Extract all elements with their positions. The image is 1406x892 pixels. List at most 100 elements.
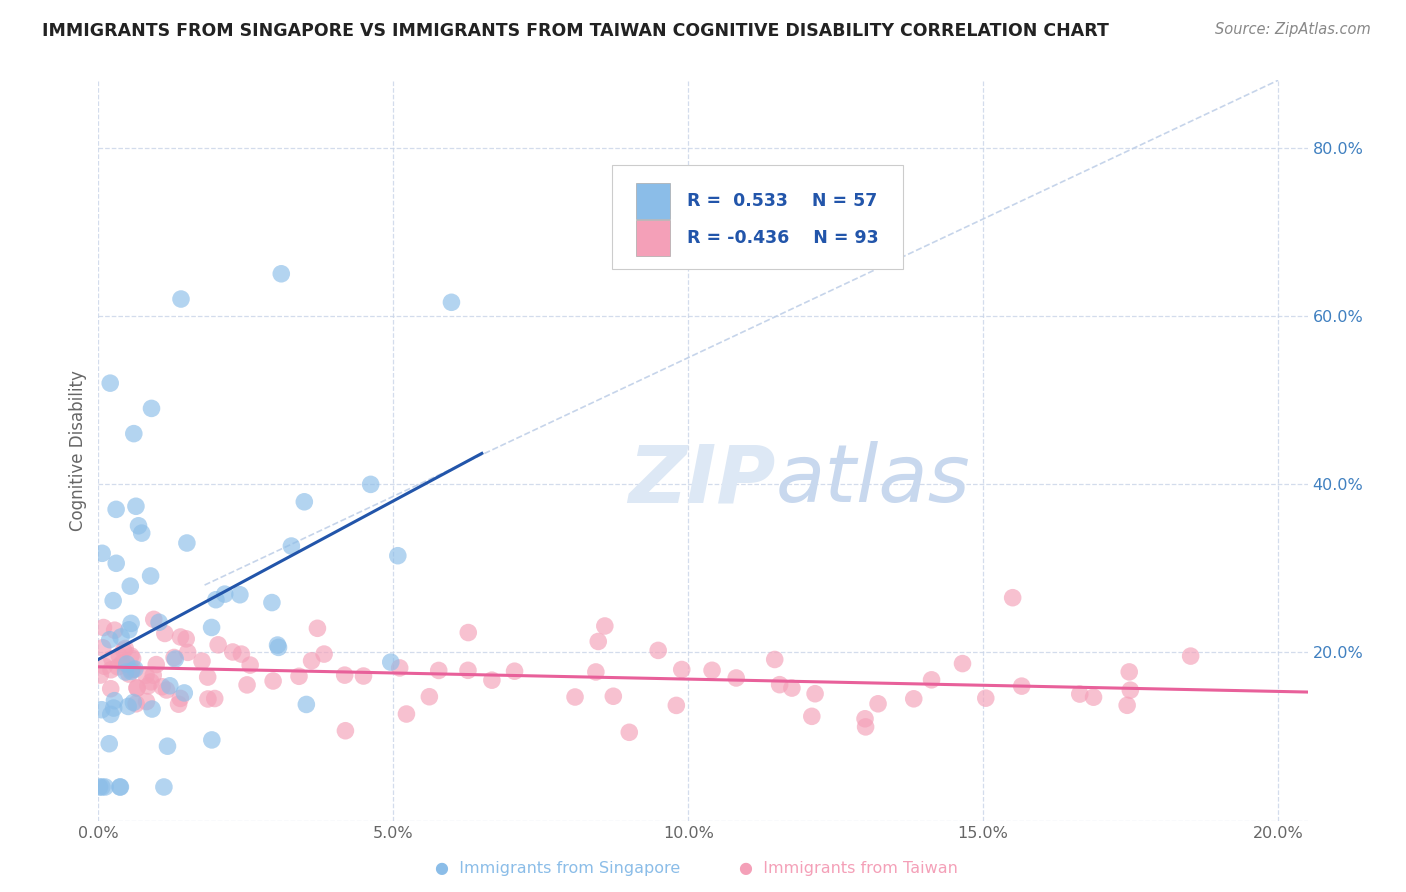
Point: [314, 647, 336, 661]
Point: [780, 681, 803, 695]
Text: Source: ZipAtlas.com: Source: ZipAtlas.com: [1215, 22, 1371, 37]
Point: [93, 621, 115, 635]
Point: [236, 678, 259, 692]
Point: [118, 667, 141, 681]
Point: [427, 664, 450, 678]
Point: [101, 593, 124, 607]
Point: [112, 643, 135, 657]
Point: [122, 426, 145, 441]
Point: [262, 673, 284, 688]
Point: [141, 702, 163, 716]
Point: [163, 650, 186, 665]
Point: [120, 663, 142, 677]
Point: [200, 620, 222, 634]
Point: [1180, 649, 1202, 664]
Point: [239, 658, 262, 673]
Point: [204, 691, 226, 706]
Point: [153, 626, 176, 640]
Point: [388, 661, 411, 675]
Point: [100, 663, 122, 677]
Point: [1119, 683, 1142, 698]
Point: [169, 691, 191, 706]
Point: [103, 701, 125, 715]
Point: [105, 502, 128, 516]
Point: [105, 556, 128, 570]
Point: [101, 652, 124, 666]
Y-axis label: Cognitive Disability: Cognitive Disability: [69, 370, 87, 531]
Point: [118, 623, 141, 637]
Point: [122, 696, 145, 710]
Point: [280, 539, 302, 553]
Point: [191, 654, 214, 668]
FancyBboxPatch shape: [637, 183, 671, 219]
Point: [98, 376, 121, 391]
Point: [108, 780, 131, 794]
Point: [114, 665, 136, 679]
Point: [1083, 690, 1105, 705]
Point: [292, 495, 315, 509]
Point: [270, 267, 292, 281]
Point: [1001, 591, 1024, 605]
Point: [110, 630, 132, 644]
Point: [120, 648, 142, 663]
Point: [94, 780, 117, 794]
Point: [150, 680, 173, 694]
Point: [769, 678, 792, 692]
Point: [148, 615, 170, 630]
Text: atlas: atlas: [776, 441, 970, 519]
Point: [288, 669, 311, 683]
Point: [131, 526, 153, 541]
Point: [602, 690, 624, 704]
Point: [120, 665, 142, 679]
Point: [260, 596, 283, 610]
Point: [128, 518, 150, 533]
Point: [111, 656, 134, 670]
Point: [222, 645, 245, 659]
Point: [125, 681, 148, 695]
Point: [91, 546, 114, 560]
Point: [176, 645, 198, 659]
Point: [903, 691, 925, 706]
Point: [108, 648, 131, 663]
Point: [110, 780, 132, 794]
Point: [619, 725, 641, 739]
Point: [307, 621, 329, 635]
Point: [360, 477, 382, 491]
Point: [159, 679, 181, 693]
Point: [231, 647, 253, 661]
Point: [197, 692, 219, 706]
Point: [139, 674, 162, 689]
Point: [503, 664, 526, 678]
Point: [647, 643, 669, 657]
Text: R = -0.436    N = 93: R = -0.436 N = 93: [688, 229, 879, 247]
Point: [135, 695, 157, 709]
Point: [295, 698, 318, 712]
Point: [93, 659, 115, 673]
Point: [124, 662, 146, 676]
Point: [395, 706, 418, 721]
Point: [725, 671, 748, 685]
Point: [1011, 679, 1033, 693]
Point: [120, 616, 142, 631]
Point: [800, 709, 823, 723]
Point: [115, 657, 138, 671]
Point: [671, 663, 693, 677]
Point: [90, 703, 112, 717]
Point: [125, 697, 148, 711]
Point: [91, 780, 114, 794]
Point: [127, 681, 149, 695]
Point: [353, 669, 375, 683]
Text: ZIP: ZIP: [628, 441, 776, 519]
Point: [165, 652, 187, 666]
Point: [700, 663, 723, 677]
Point: [135, 668, 157, 682]
Point: [139, 569, 162, 583]
Point: [141, 401, 163, 416]
Point: [89, 668, 111, 682]
Point: [457, 625, 479, 640]
Point: [418, 690, 440, 704]
Point: [156, 739, 179, 754]
Point: [98, 737, 121, 751]
Text: ●  Immigrants from Singapore: ● Immigrants from Singapore: [436, 862, 681, 876]
Point: [1069, 687, 1091, 701]
